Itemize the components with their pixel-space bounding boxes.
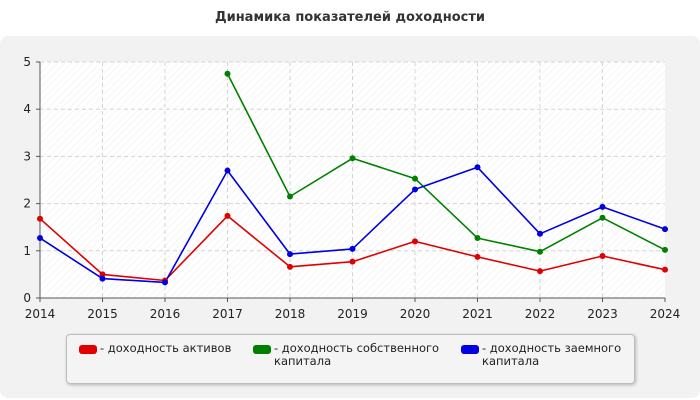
y-tick-label-4: 4: [23, 102, 31, 116]
data-point-debt-2015: [99, 275, 106, 282]
x-tick-label-2021: 2021: [462, 307, 493, 321]
legend-swatch-debt: [461, 345, 479, 354]
x-tick-label-2015: 2015: [87, 307, 118, 321]
x-tick-label-2018: 2018: [275, 307, 306, 321]
data-point-assets-2017: [224, 212, 231, 219]
y-tick-label-5: 5: [23, 55, 31, 69]
data-point-equity-2021: [474, 235, 481, 242]
y-tick-label-1: 1: [23, 244, 31, 258]
y-tick-label-0: 0: [23, 291, 31, 305]
y-tick-label-2: 2: [23, 197, 31, 211]
x-tick-label-2014: 2014: [25, 307, 56, 321]
legend-item-equity: - доходность собственного капитала: [253, 342, 439, 368]
legend-item-debt: - доходность заемного капитала: [461, 342, 621, 368]
data-point-assets-2019: [349, 258, 356, 265]
data-point-debt-2018: [287, 251, 293, 258]
data-point-debt-2020: [412, 186, 418, 193]
data-point-debt-2021: [474, 164, 481, 171]
data-point-assets-2020: [412, 238, 418, 245]
data-point-equity-2024: [662, 246, 668, 253]
data-point-debt-2022: [537, 230, 543, 237]
x-tick-label-2020: 2020: [400, 307, 431, 321]
data-point-equity-2020: [412, 175, 418, 182]
data-point-equity-2017: [224, 70, 231, 77]
chart-title: Динамика показателей доходности: [215, 10, 485, 25]
series-line-equity: [226, 73, 666, 253]
legend-label-assets: - доходность активов: [100, 341, 232, 355]
data-point-debt-2019: [349, 245, 356, 252]
legend-label-equity: - доходность собственного капитала: [274, 341, 440, 368]
legend: - доходность активов - доходность собств…: [66, 334, 635, 384]
legend-label-debt: - доходность заемного капитала: [482, 341, 622, 368]
data-point-assets-2022: [537, 268, 543, 275]
x-tick-label-2024: 2024: [650, 307, 681, 321]
data-point-equity-2018: [287, 193, 293, 200]
x-tick-label-2022: 2022: [525, 307, 556, 321]
y-tick-label-3: 3: [23, 149, 31, 163]
data-point-assets-2024: [662, 266, 668, 273]
data-point-equity-2023: [599, 214, 606, 221]
data-point-equity-2019: [349, 155, 356, 162]
legend-item-assets: - доходность активов: [79, 342, 231, 355]
data-point-debt-2023: [599, 203, 606, 210]
legend-swatch-assets: [79, 345, 97, 354]
data-point-equity-2022: [537, 248, 543, 255]
data-point-assets-2023: [599, 252, 606, 259]
data-point-debt-2017: [224, 167, 231, 174]
x-tick-label-2016: 2016: [150, 307, 181, 321]
data-point-debt-2016: [162, 279, 168, 286]
x-tick-label-2019: 2019: [337, 307, 368, 321]
data-point-assets-2018: [287, 263, 293, 270]
data-point-assets-2015: [99, 271, 106, 278]
x-tick-label-2017: 2017: [212, 307, 243, 321]
data-point-debt-2014: [37, 235, 43, 242]
legend-swatch-equity: [253, 345, 271, 354]
data-point-assets-2021: [474, 253, 481, 260]
data-point-assets-2014: [37, 215, 43, 222]
x-tick-label-2023: 2023: [587, 307, 618, 321]
data-point-debt-2024: [662, 226, 668, 233]
